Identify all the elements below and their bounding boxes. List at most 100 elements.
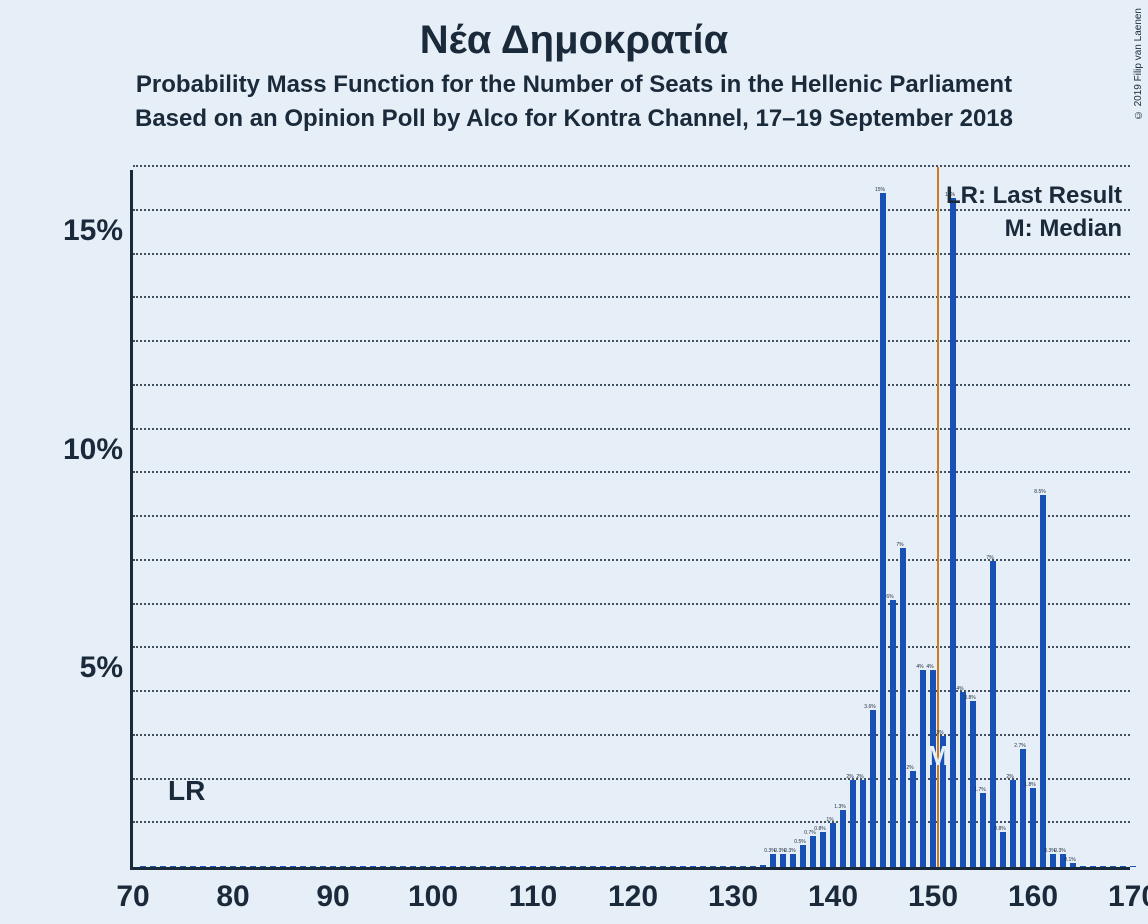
x-axis-label: 110 <box>509 880 557 914</box>
bar <box>520 866 526 867</box>
bar-value-label: 7% <box>986 555 993 561</box>
bar <box>370 866 376 867</box>
bar: 0.3% <box>780 854 786 867</box>
bar-value-label: 4% <box>916 664 923 670</box>
bar <box>670 866 676 867</box>
bar-value-label: 0.1% <box>1064 857 1075 863</box>
bar <box>320 866 326 867</box>
bar <box>500 866 506 867</box>
bar: 1.3% <box>840 810 846 867</box>
x-axis-label: 90 <box>316 880 349 914</box>
bar-value-label: 0.8% <box>814 826 825 832</box>
bar: 2% <box>910 771 916 867</box>
bar-value-label: 3.6% <box>864 704 875 710</box>
gridline <box>133 165 1130 167</box>
bar-value-label: 2% <box>906 765 913 771</box>
bar: 2.7% <box>1020 749 1026 867</box>
bar: 0.5% <box>800 845 806 867</box>
bar <box>260 866 266 867</box>
bar: 7% <box>900 548 906 867</box>
bar: 6% <box>890 600 896 867</box>
bar <box>220 866 226 867</box>
bar <box>360 866 366 867</box>
gridline <box>133 778 1130 780</box>
bar <box>1120 866 1126 867</box>
bar-value-label: 4% <box>926 664 933 670</box>
bar <box>760 865 766 867</box>
bar <box>210 866 216 867</box>
bar: 15% <box>950 198 956 867</box>
bar <box>480 866 486 867</box>
bar: 2% <box>860 780 866 868</box>
bar: 0.3% <box>1050 854 1056 867</box>
bar <box>290 866 296 867</box>
bar <box>250 866 256 867</box>
bar-value-label: 15% <box>875 187 885 193</box>
bar <box>680 866 686 867</box>
x-axis-label: 80 <box>216 880 249 914</box>
bar <box>650 866 656 867</box>
bar <box>540 866 546 867</box>
bar <box>630 866 636 867</box>
bar <box>270 866 276 867</box>
bar: 0.8% <box>820 832 826 867</box>
bar <box>700 866 706 867</box>
bar <box>620 866 626 867</box>
chart-area: 5%10%15%7080901001101201301401501601700.… <box>130 170 1130 870</box>
bar-value-label: 1.3% <box>834 804 845 810</box>
bar-value-label: 3.8% <box>964 695 975 701</box>
bar <box>240 866 246 867</box>
bar: 15% <box>880 193 886 867</box>
bar <box>420 866 426 867</box>
gridline <box>133 428 1130 430</box>
x-axis-label: 140 <box>808 880 858 914</box>
x-axis-label: 170 <box>1108 880 1148 914</box>
legend-m: M: Median <box>1005 215 1122 243</box>
chart-title: Νέα Δημοκρατία <box>0 0 1148 63</box>
bar: 1% <box>830 823 836 867</box>
chart-subtitle-1: Probability Mass Function for the Number… <box>0 63 1148 99</box>
bar-value-label: 1.8% <box>1024 782 1035 788</box>
bar <box>600 866 606 867</box>
bar-value-label: 2.7% <box>1014 743 1025 749</box>
bar-value-label: 2% <box>1006 774 1013 780</box>
bar <box>230 866 236 867</box>
bar: 8.5% <box>1040 495 1046 867</box>
bar-value-label: 8.5% <box>1034 489 1045 495</box>
bar <box>610 866 616 867</box>
bar-value-label: 6% <box>886 594 893 600</box>
bar <box>460 866 466 867</box>
bar <box>530 866 536 867</box>
bar: 0.7% <box>810 836 816 867</box>
bar <box>190 866 196 867</box>
bar <box>580 866 586 867</box>
x-axis-label: 160 <box>1008 880 1058 914</box>
bar-value-label: 0.8% <box>994 826 1005 832</box>
bar: 0.3% <box>770 854 776 867</box>
x-axis-label: 100 <box>408 880 458 914</box>
gridline <box>133 253 1130 255</box>
bar: 0.8% <box>1000 832 1006 867</box>
gridline <box>133 690 1130 692</box>
bar: 2% <box>1010 780 1016 868</box>
bar <box>510 866 516 867</box>
gridline <box>133 384 1130 386</box>
bar-value-label: 3% <box>936 730 943 736</box>
gridline <box>133 296 1130 298</box>
median-marker: M <box>926 740 949 772</box>
x-axis-label: 120 <box>608 880 658 914</box>
bar <box>490 866 496 867</box>
bar: 1.8% <box>1030 788 1036 867</box>
plot-area: 5%10%15%7080901001101201301401501601700.… <box>130 170 1130 870</box>
bar: 0.1% <box>1070 863 1076 867</box>
bar <box>380 866 386 867</box>
copyright-text: © 2019 Filip van Laenen <box>1133 8 1144 120</box>
bar-value-label: 0.5% <box>794 839 805 845</box>
bar-value-label: 0.3% <box>784 848 795 854</box>
bar <box>390 866 396 867</box>
gridline <box>133 603 1130 605</box>
bar <box>140 866 146 867</box>
bar <box>170 866 176 867</box>
bar-value-label: 1.7% <box>974 787 985 793</box>
bar <box>440 866 446 867</box>
